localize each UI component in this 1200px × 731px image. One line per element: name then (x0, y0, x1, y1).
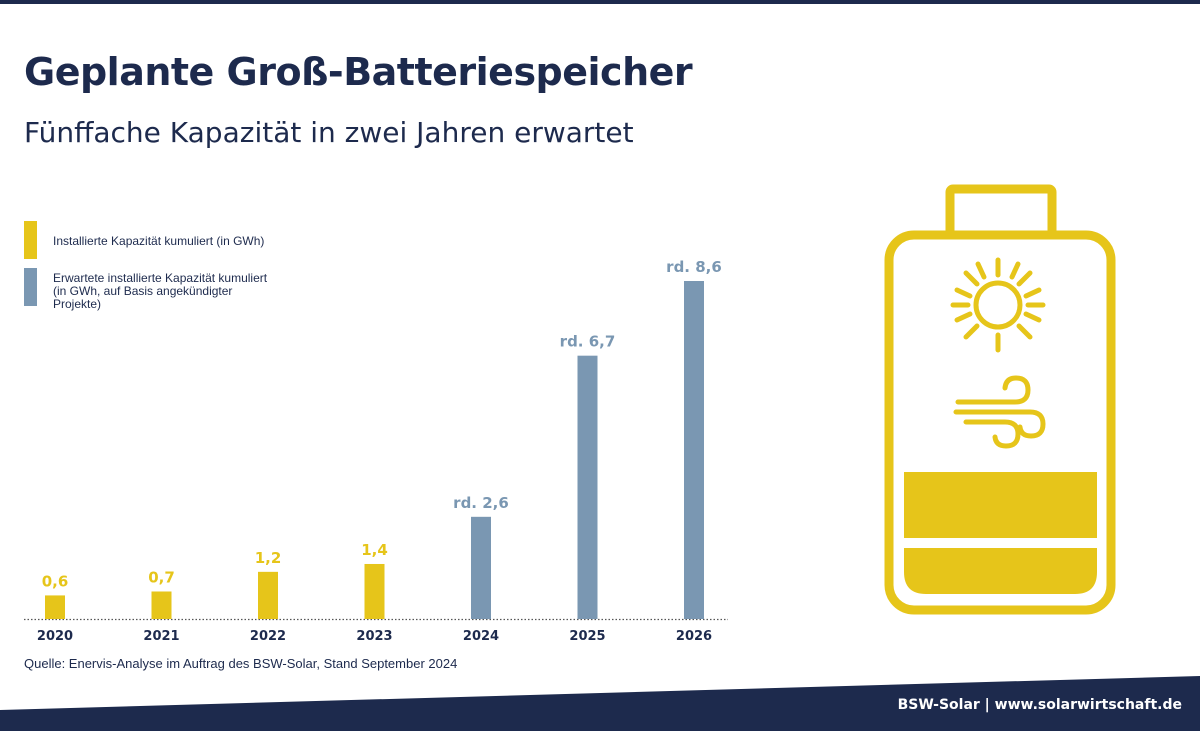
value-label-2024: rd. 2,6 (453, 494, 509, 512)
wind-icon (953, 375, 1046, 449)
bar-2021 (151, 591, 172, 619)
legend-label-installed: Installierte Kapazität kumuliert (in GWh… (53, 234, 265, 248)
footer-credit: BSW-Solar | www.solarwirtschaft.de (897, 697, 1182, 713)
battery-level-lower (904, 548, 1097, 594)
legend-item-expected: Erwartete installierte Kapazität kumulie… (24, 268, 267, 311)
battery-icon (884, 184, 1116, 615)
bar-2025 (577, 355, 598, 619)
page-title: Geplante Groß-Batteriespeicher (24, 50, 693, 94)
bar-2023 (364, 563, 385, 619)
source-note: Quelle: Enervis-Analyse im Auftrag des B… (24, 656, 458, 671)
battery-illustration (884, 184, 1116, 615)
value-label-2026: rd. 8,6 (666, 258, 722, 276)
x-tick-label-2021: 2021 (143, 629, 179, 644)
x-tick-label-2024: 2024 (463, 629, 499, 644)
bar-2026 (684, 281, 704, 619)
bar-2020 (45, 595, 65, 619)
top-border (0, 0, 1200, 4)
bar-2024 (471, 516, 491, 619)
x-tick-label-2026: 2026 (676, 629, 712, 644)
x-tick-label-2025: 2025 (569, 629, 605, 644)
legend-swatch-installed (24, 221, 37, 259)
x-tick-label-2022: 2022 (250, 629, 286, 644)
bar-2022 (258, 571, 278, 619)
page-subtitle: Fünffache Kapazität in zwei Jahren erwar… (24, 116, 634, 149)
value-label-2021: 0,7 (148, 568, 175, 586)
legend-swatch-expected (24, 268, 37, 306)
value-label-2020: 0,6 (42, 572, 69, 590)
legend-label-expected: Erwartete installierte Kapazität kumulie… (53, 271, 268, 311)
sun-icon (950, 257, 1046, 353)
value-label-2023: 1,4 (361, 541, 388, 559)
battery-level-upper (904, 472, 1097, 538)
value-label-2022: 1,2 (255, 549, 282, 567)
x-tick-label-2023: 2023 (356, 629, 392, 644)
value-label-2025: rd. 6,7 (560, 333, 616, 351)
x-tick-label-2020: 2020 (37, 629, 73, 644)
legend-item-installed: Installierte Kapazität kumuliert (in GWh… (24, 221, 264, 259)
